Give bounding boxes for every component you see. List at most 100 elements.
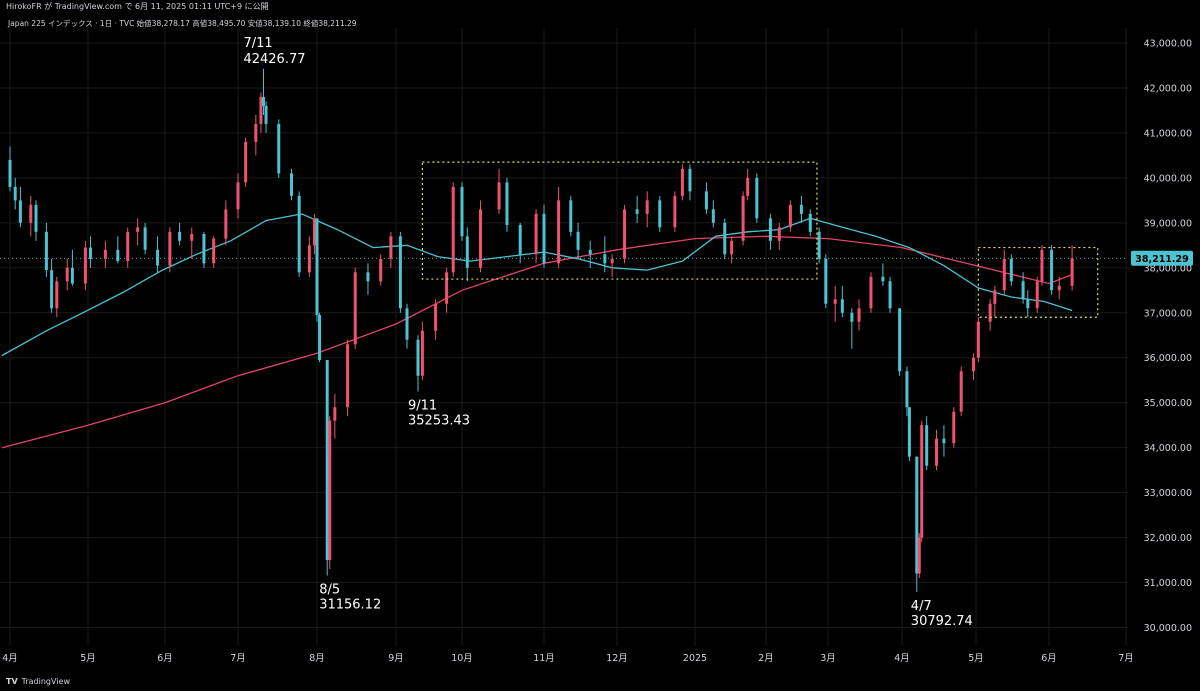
candle-body [746,177,750,196]
candle-body [623,209,627,259]
price-tick-label: 40,000.00 [1144,173,1192,184]
time-tick-label: 7月 [230,653,246,664]
candle-body [44,231,48,271]
candle-body [972,357,976,372]
candle-body [635,209,639,214]
annotation-value: 30792.74 [911,614,973,629]
last-price-label: 38,211.29 [1135,254,1189,265]
price-tick-label: 30,000.00 [1144,623,1192,634]
candle-body [259,96,263,124]
annotation-date: 9/11 [408,398,437,413]
candle-body [557,200,561,264]
candle-body [18,200,22,223]
price-tick-label: 43,000.00 [1144,39,1192,50]
candle-body [788,204,792,228]
candle-body [1021,281,1025,300]
time-axis[interactable]: 4月 5月 6月 7月 8月 9月 10月 11月 12月 2025 2月 3月 4月 5月 6月 7月 [2,653,1134,664]
candle-body [881,276,885,282]
candle-body [673,195,677,228]
candle-body [70,267,74,284]
price-axis[interactable]: 30,000.00 31,000.00 32,000.00 33,000.00 34,0… [1131,39,1193,635]
candle-body [1050,249,1054,291]
candle-body [333,407,337,421]
candle-body [824,258,828,304]
candle-body [290,173,294,196]
candle-body [328,420,332,561]
candle-body [379,258,383,282]
candle-body [190,234,194,241]
time-tick-label: 7月 [1118,653,1134,664]
candle-body [1002,258,1006,291]
candle-body [569,200,573,232]
candle-body [353,272,357,345]
price-tick-label: 41,000.00 [1144,128,1192,139]
candle-body [817,231,821,259]
time-tick-label: 9月 [388,653,404,664]
candle-body [723,222,727,255]
candle-body [645,200,649,214]
candle-body [264,105,268,124]
candle-body [988,303,992,322]
candle-body [88,247,92,259]
candle-body [277,123,281,174]
candle-body [610,258,614,264]
candle-body [711,209,715,223]
candle-body [50,270,54,309]
tv-logo-mark: TV [6,677,18,686]
candle-body [297,195,301,273]
time-tick-label: 6月 [1041,653,1057,664]
candle-body [588,249,592,255]
candle-body [65,267,69,282]
candle-body [925,425,929,466]
ma-short-line [1,213,1073,357]
candle-body [658,200,662,228]
price-tick-label: 33,000.00 [1144,488,1192,499]
candle-body [741,195,745,241]
annotation-value: 42426.77 [243,52,305,67]
candle-body [445,272,449,304]
candle-body [888,281,892,309]
candle-body [156,249,160,266]
annotation-date: 8/5 [319,583,340,598]
candle-body [244,141,248,183]
candle-body [1026,299,1030,309]
candle-body [29,204,33,223]
footer-bar: TV TradingView [0,674,1200,691]
candle-body [1009,258,1013,282]
candle-body [576,231,580,250]
price-tick-label: 39,000.00 [1144,218,1192,229]
range-boxes [421,161,1099,318]
candle-body [398,236,402,309]
candle-body [389,236,393,259]
tradingview-logo[interactable]: TV TradingView [6,677,70,686]
candle-body [318,315,322,360]
candle-body [505,182,509,226]
candle-body [465,236,469,268]
candle-body [307,245,311,273]
candle-body [833,299,837,304]
candle-body [869,276,873,309]
moving-averages [1,213,1073,449]
candle-body [451,186,455,273]
symbol-info-line: Japan 225 インデックス · 1日 · TVC 始値38,278.17 … [8,19,357,28]
candle-body [1040,249,1044,282]
candle-body [420,330,424,376]
candle-body [460,186,464,237]
candle-body [799,204,803,214]
candle-body [8,159,12,187]
candle-body [497,182,501,210]
candle-body [917,537,921,574]
time-tick-label: 2025 [683,653,707,664]
candle-body [312,218,316,246]
candle-body [603,254,607,264]
candle-body [959,371,963,412]
candle-body [103,249,107,259]
publisher-bar: HirokoFR が TradingView.com で 6月 11, 2025… [0,0,1200,14]
candle-body [850,312,854,322]
time-tick-label: 12月 [606,653,628,664]
candle-body [1070,258,1074,286]
annotation-date: 7/11 [243,36,272,51]
candle-body [905,371,909,408]
candle-body [680,168,684,196]
